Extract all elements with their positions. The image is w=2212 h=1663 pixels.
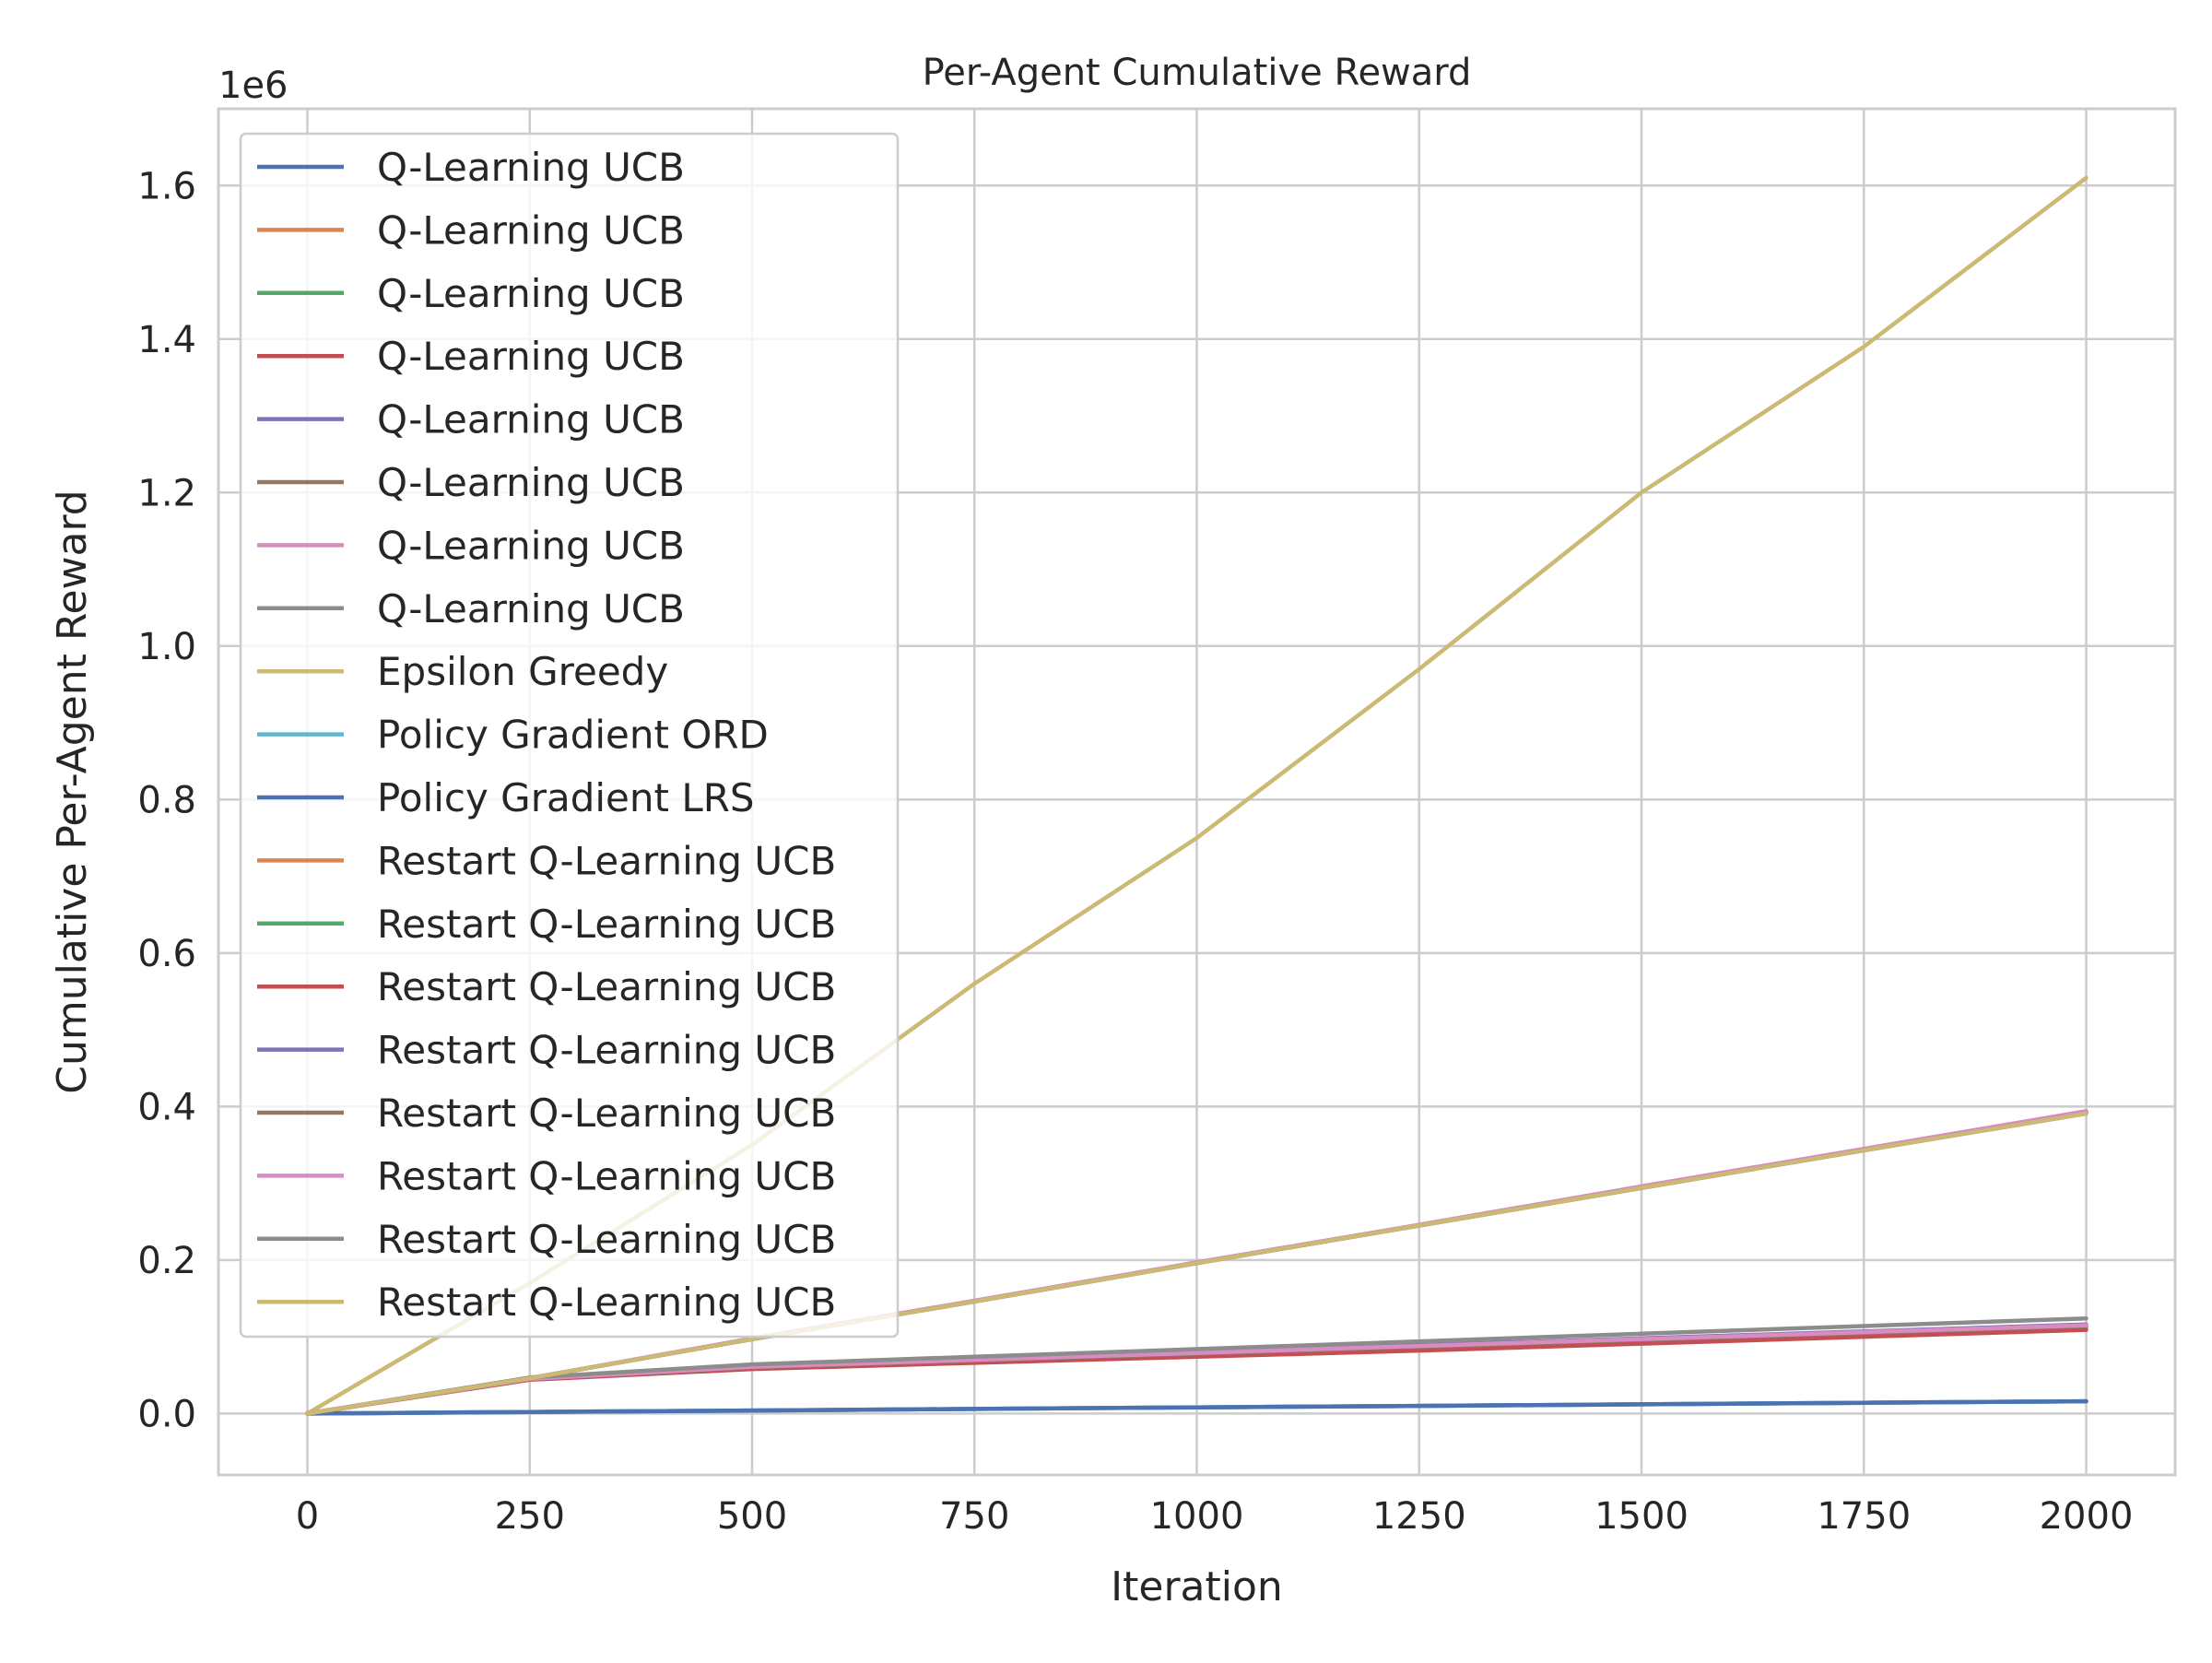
- series-line: [305, 1398, 2088, 1416]
- y-tick-label: 1.4: [137, 319, 196, 361]
- legend: Q-Learning UCB Q-Learning UCB Q-Learning U…: [239, 132, 900, 1339]
- legend-label: Restart Q-Learning UCB: [377, 1280, 836, 1325]
- legend-label: Q-Learning UCB: [377, 334, 685, 379]
- legend-label: Restart Q-Learning UCB: [377, 1028, 836, 1073]
- y-tick-label: 0.0: [137, 1393, 196, 1435]
- legend-label: Restart Q-Learning UCB: [377, 902, 836, 947]
- legend-label: Q-Learning UCB: [377, 271, 685, 316]
- ticks: 0 250 500 750 1000 1250 1500 1750 2000 0.0 0.2 0.4 0…: [137, 165, 2133, 1538]
- legend-label: Restart Q-Learning UCB: [377, 838, 836, 883]
- y-tick-label: 0.2: [137, 1240, 196, 1282]
- legend-label: Q-Learning UCB: [377, 397, 685, 442]
- x-tick-label: 1250: [1372, 1495, 1466, 1538]
- x-tick-label: 1500: [1594, 1495, 1688, 1538]
- legend-label: Restart Q-Learning UCB: [377, 1091, 836, 1136]
- legend-label: Q-Learning UCB: [377, 207, 685, 253]
- x-tick-label: 2000: [2040, 1495, 2134, 1538]
- legend-label: Q-Learning UCB: [377, 145, 685, 190]
- legend-box: [239, 132, 900, 1339]
- y-offset-label: 1e6: [218, 65, 288, 107]
- legend-label: Policy Gradient ORD: [377, 713, 769, 758]
- y-tick-label: 1.0: [137, 626, 196, 668]
- legend-label: Restart Q-Learning UCB: [377, 1153, 836, 1198]
- y-tick-label: 1.2: [137, 472, 196, 514]
- y-tick-label: 1.6: [137, 165, 196, 207]
- legend-label: Restart Q-Learning UCB: [377, 964, 836, 1009]
- x-tick-label: 500: [717, 1495, 787, 1538]
- x-axis-label: Iteration: [1111, 1563, 1283, 1610]
- y-axis-label: Cumulative Per-Agent Reward: [49, 489, 96, 1093]
- series-line: [305, 1111, 2088, 1416]
- x-tick-label: 1000: [1150, 1495, 1244, 1538]
- x-tick-label: 250: [495, 1495, 565, 1538]
- y-tick-label: 0.6: [137, 933, 196, 975]
- x-tick-label: 0: [296, 1495, 319, 1538]
- legend-label: Restart Q-Learning UCB: [377, 1217, 836, 1262]
- plot-frame: [217, 107, 2177, 1477]
- y-tick-label: 0.4: [137, 1086, 196, 1128]
- series-line: [305, 1315, 2088, 1416]
- legend-label: Policy Gradient LRS: [377, 775, 755, 820]
- chart-title: Per-Agent Cumulative Reward: [923, 52, 1472, 94]
- legend-label: Epsilon Greedy: [377, 649, 668, 694]
- x-tick-label: 750: [939, 1495, 1009, 1538]
- legend-label: Q-Learning UCB: [377, 523, 685, 568]
- y-tick-label: 0.8: [137, 779, 196, 821]
- legend-label: Q-Learning UCB: [377, 586, 685, 631]
- legend-label: Q-Learning UCB: [377, 460, 685, 505]
- x-tick-label: 1750: [1817, 1495, 1911, 1538]
